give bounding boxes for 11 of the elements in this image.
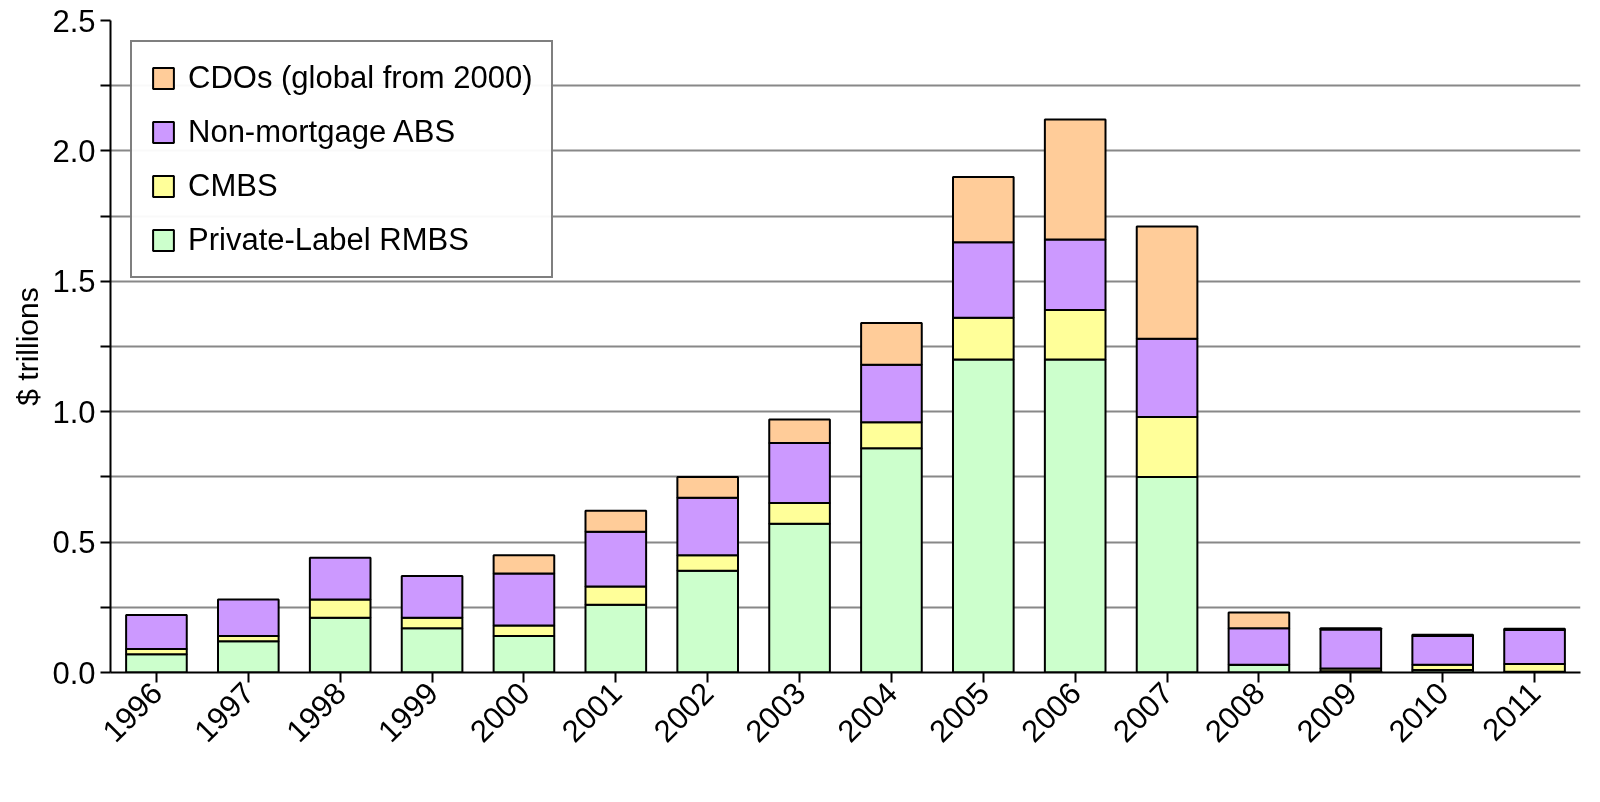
legend-label: Non-mortgage ABS	[188, 114, 456, 150]
y-tick-label: 2.5	[52, 3, 96, 39]
y-tick-label: 1.5	[52, 264, 96, 300]
legend-label: Private-Label RMBS	[188, 222, 469, 258]
legend-label: CMBS	[188, 168, 278, 204]
y-tick-label: 0.0	[52, 655, 96, 691]
y-tick-label: 0.5	[52, 525, 96, 561]
y-axis-title: $ trillions	[11, 287, 45, 406]
y-tick-label: 1.0	[52, 394, 96, 430]
legend-label: CDOs (global from 2000)	[188, 60, 533, 96]
y-tick-label: 2.0	[52, 133, 96, 169]
